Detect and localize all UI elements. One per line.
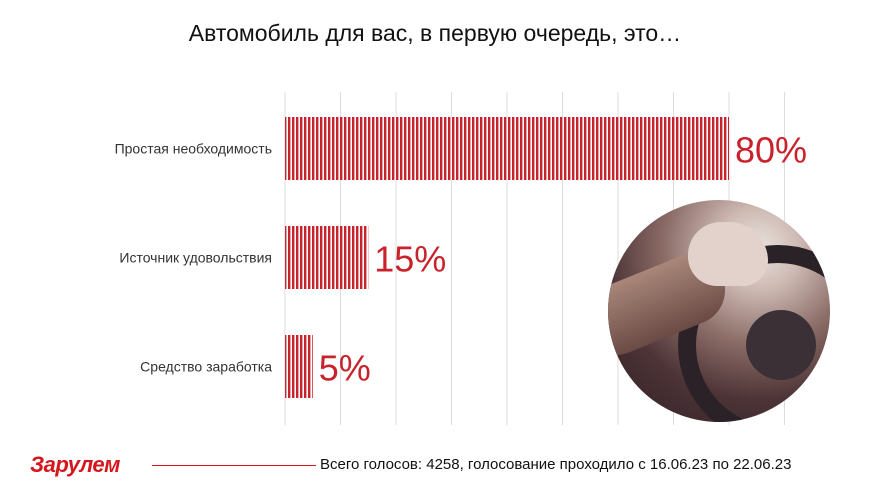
bar (285, 335, 313, 398)
category-label: Средство заработка (140, 359, 272, 375)
value-label: 5% (319, 348, 371, 389)
category-label: Простая необходимость (115, 141, 272, 157)
za-rulem-logo: Зарулем (30, 452, 120, 477)
bar (285, 117, 729, 180)
value-label: 15% (374, 239, 446, 280)
category-label: Источник удовольствия (119, 250, 272, 266)
bar (285, 226, 369, 289)
chart-title: Автомобиль для вас, в первую очередь, эт… (188, 20, 682, 46)
footer-divider (152, 465, 316, 466)
value-label: 80% (735, 130, 807, 171)
steering-wheel-photo (608, 200, 830, 422)
footer-vote-info: Всего голосов: 4258, голосование проходи… (320, 456, 792, 473)
